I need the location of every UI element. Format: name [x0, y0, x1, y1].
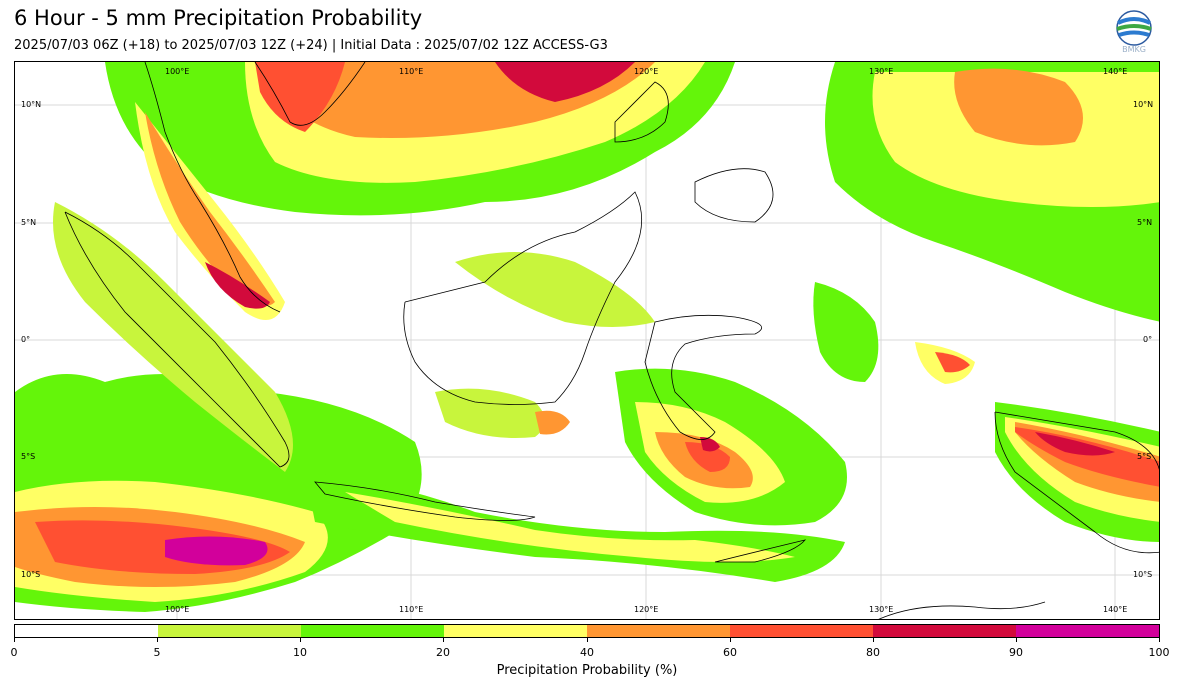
colorbar-tickmark: [157, 638, 158, 642]
colorbar-tick-10: 10: [293, 646, 307, 659]
lon-label-bottom-120: 120°E: [634, 605, 659, 614]
lat-label-right-5n: 5°N: [1137, 218, 1153, 227]
colorbar-segment-90-100: [1016, 625, 1159, 637]
coast-timor: [714, 539, 807, 563]
colorbar-tick-60: 60: [723, 646, 737, 659]
colorbar-tick-100: 100: [1148, 646, 1170, 659]
coastlines: [64, 62, 1159, 619]
lat-label-right-10s: 10°S: [1133, 570, 1153, 579]
coast-papua: [994, 411, 1159, 554]
coast-philippines: [614, 81, 774, 223]
lon-label-top-140: 140°E: [1103, 67, 1128, 76]
colorbar-tickmark: [873, 638, 874, 642]
precipitation-map: 100°E 110°E 120°E 130°E 140°E 100°E 110°…: [14, 61, 1160, 620]
bmkg-logo: BMKG: [1114, 10, 1154, 54]
lat-label-left-10n: 10°N: [21, 100, 42, 109]
field-scs-peak-1: [495, 62, 635, 102]
logo-text: BMKG: [1122, 45, 1146, 54]
lat-label-right-0: 0°: [1143, 335, 1153, 344]
lon-label-bottom-110: 110°E: [399, 605, 424, 614]
field-sulawesi-vhigh: [685, 442, 730, 472]
coast-borneo: [403, 191, 643, 405]
colorbar-segment-80-90: [873, 625, 1016, 637]
colorbar: [14, 624, 1160, 638]
colorbar-segment-40-60: [587, 625, 730, 637]
field-borneo-low: [455, 252, 655, 327]
colorbar-segment-60-80: [730, 625, 873, 637]
lat-label-left-10s: 10°S: [21, 570, 41, 579]
field-java-band-mid: [345, 492, 795, 562]
colorbar-tickmark: [1159, 638, 1160, 642]
colorbar-tick-90: 90: [1009, 646, 1023, 659]
coast-java: [314, 481, 536, 521]
field-halmahera-high: [935, 352, 970, 373]
page-subtitle: 2025/07/03 06Z (+18) to 2025/07/03 12Z (…: [14, 38, 608, 53]
field-borneo-south: [435, 388, 545, 438]
field-pacific-high: [954, 68, 1083, 146]
lon-label-top-130: 130°E: [869, 67, 894, 76]
coast-sulawesi: [644, 314, 762, 440]
lon-label-top-110: 110°E: [399, 67, 424, 76]
colorbar-label: Precipitation Probability (%): [496, 663, 678, 678]
colorbar-tickmark: [300, 638, 301, 642]
field-sumatra-low: [53, 202, 293, 472]
colorbar-segment-10-20: [301, 625, 444, 637]
lon-label-top-100: 100°E: [165, 67, 190, 76]
lon-label-bottom-140: 140°E: [1103, 605, 1128, 614]
colorbar-tick-20: 20: [436, 646, 450, 659]
lat-label-right-10n: 10°N: [1133, 100, 1154, 109]
coast-sumatra: [64, 211, 290, 468]
lat-label-left-0: 0°: [21, 335, 31, 344]
page-title: 6 Hour - 5 mm Precipitation Probability: [14, 6, 423, 30]
colorbar-tickmark: [1016, 638, 1017, 642]
field-malay-vhigh: [205, 262, 270, 309]
lon-label-top-120: 120°E: [634, 67, 659, 76]
colorbar-tick-80: 80: [866, 646, 880, 659]
field-sulawesi-peak: [700, 437, 720, 452]
colorbar-tick-0: 0: [10, 646, 18, 659]
coast-australia: [878, 601, 1046, 619]
colorbar-tickmark: [14, 638, 15, 642]
colorbar-segment-20-40: [444, 625, 587, 637]
field-scs-vhigh: [255, 62, 345, 132]
field-papua-peak: [1035, 432, 1115, 456]
colorbar-segment-0-5: [15, 625, 158, 637]
lon-label-bottom-100: 100°E: [165, 605, 190, 614]
colorbar-segment-5-10: [158, 625, 301, 637]
coast-indochina: [254, 62, 366, 126]
lat-label-right-5s: 5°S: [1137, 452, 1152, 461]
field-makassar: [535, 410, 570, 435]
lat-label-left-5s: 5°S: [21, 452, 36, 461]
map-canvas: [15, 62, 1159, 619]
field-malay-high: [145, 112, 275, 306]
colorbar-tickmark: [730, 638, 731, 642]
field-maluku-low: [813, 282, 879, 382]
colorbar-tick-5: 5: [153, 646, 161, 659]
lon-label-bottom-130: 130°E: [869, 605, 894, 614]
colorbar-tick-40: 40: [580, 646, 594, 659]
colorbar-tickmark: [443, 638, 444, 642]
lat-label-left-5n: 5°N: [21, 218, 37, 227]
colorbar-tickmark: [587, 638, 588, 642]
field-sw-ocean-peak: [165, 536, 268, 566]
probability-fields: [15, 62, 1159, 612]
coast-malay-peninsula: [144, 62, 281, 313]
